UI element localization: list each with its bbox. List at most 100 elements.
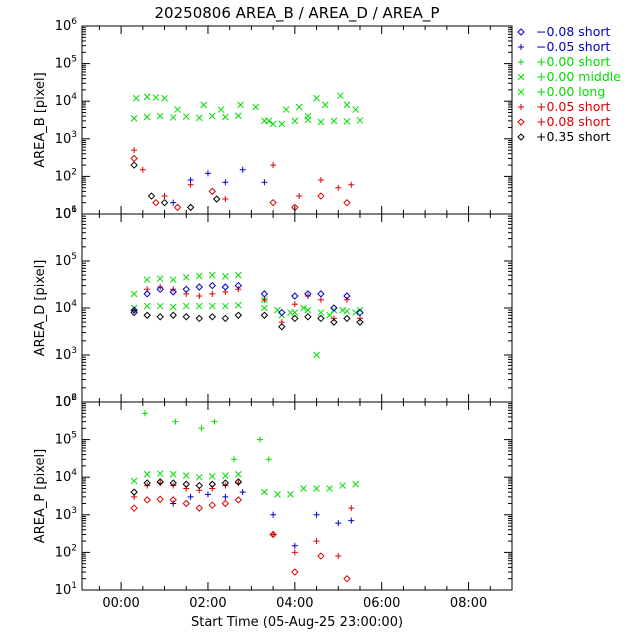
data-point [131,147,138,154]
data-point [330,306,338,314]
data-point [313,351,320,359]
data-point [231,456,238,463]
data-point [317,296,324,303]
legend-symbol [518,104,524,110]
data-point [222,196,229,203]
data-point [335,184,342,191]
data-point [208,480,217,488]
data-point [130,290,138,298]
data-point [174,106,181,113]
data-point [265,117,273,125]
data-point [343,307,351,315]
data-point [172,418,179,425]
data-point [195,272,203,280]
data-point [317,177,324,184]
panel-area-d-ylabel: AREA_D [pixel] [33,260,48,357]
data-point [261,179,268,186]
y-tick-label: 106 [55,205,78,222]
legend-label: +0.00 long [536,84,605,99]
data-point [269,198,277,207]
data-point [169,311,177,319]
y-tick-label: 106 [55,17,78,34]
data-point [152,94,160,101]
data-point [182,302,190,310]
data-point [143,496,151,504]
y-tick-label: 104 [55,299,78,316]
data-point [221,302,229,310]
data-point [182,480,190,488]
data-point [356,308,364,317]
data-point [317,552,325,560]
data-point [212,195,221,203]
legend-symbol [517,133,525,141]
data-point [356,315,363,322]
data-point [208,112,216,120]
data-point [130,488,138,496]
panel-area-b-frame [81,25,513,215]
data-point [343,296,350,303]
x-tick-label: 06:00 [363,596,400,611]
data-point [282,106,290,113]
data-point [252,103,260,111]
data-point [326,485,333,492]
data-point [278,322,286,331]
data-point [173,203,182,212]
legend-label: +0.00 short [536,54,611,69]
data-point [330,117,338,125]
data-point [352,106,359,113]
data-point [291,314,299,323]
y-tick-label: 105 [55,431,77,448]
data-point [170,199,177,206]
data-point [156,478,164,486]
legend-symbol [517,73,525,81]
data-point [222,179,229,186]
data-point [313,538,320,545]
data-point [343,101,351,109]
data-point [208,187,217,196]
data-point [161,94,168,102]
data-point [195,302,203,310]
data-point [235,112,242,120]
data-point [208,313,217,321]
data-point [330,304,338,312]
panel-area-d-marks [130,271,364,359]
panel-area-b-ylabel: AREA_B [pixel] [33,72,48,168]
data-point [221,499,230,508]
data-point [195,283,203,291]
data-point [169,470,177,478]
y-tick-label: 103 [55,506,77,523]
data-point [208,473,216,480]
legend-label: −0.08 short [536,24,611,39]
data-point [261,296,268,303]
data-point [182,472,190,479]
data-point [182,273,190,281]
data-point [130,308,138,317]
legend-label: +0.35 short [536,129,611,144]
data-point [295,103,303,111]
data-point [208,302,216,310]
data-point [169,303,177,311]
data-point [147,192,156,200]
data-point [304,306,312,314]
data-point [304,112,312,120]
data-point [221,283,230,291]
data-point [261,488,268,496]
data-point [198,425,205,432]
data-point [304,313,312,321]
data-point [156,112,164,120]
data-point [139,166,146,173]
data-point [156,495,164,503]
data-point [270,162,277,169]
data-point [317,314,325,323]
data-point [269,530,277,539]
data-point [195,314,203,323]
x-tick-label: 04:00 [276,596,313,611]
data-point [234,496,243,504]
data-point [187,177,194,184]
x-axis-label: Start Time (05-Aug-25 23:00:00) [191,615,403,630]
data-point [291,542,298,549]
panel-area-p: 101 102 103 104 105 106 AREA_P [pixel] [33,393,513,598]
data-point [143,276,151,284]
